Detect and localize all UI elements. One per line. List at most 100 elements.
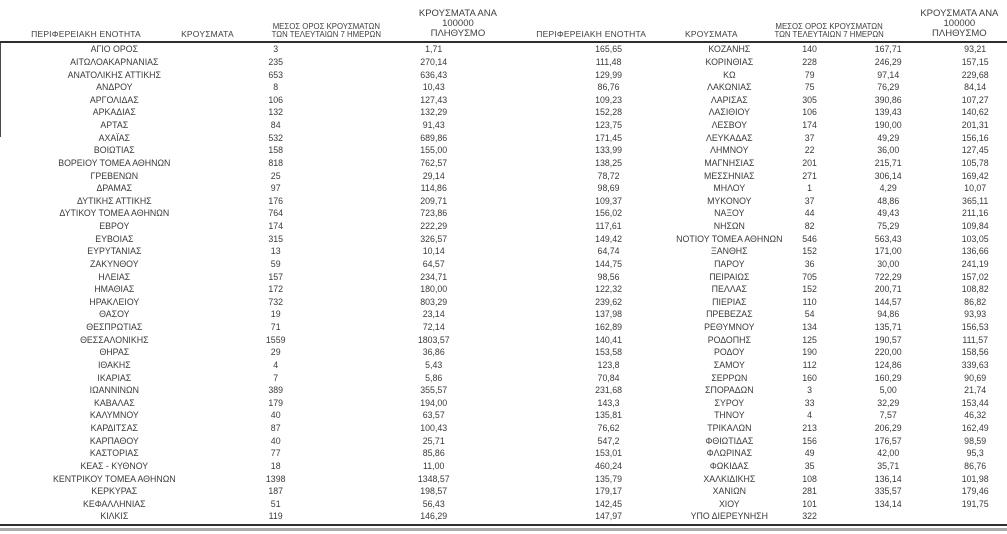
region-name-cell: ΝΗΣΩΝ [713,221,745,232]
cases-cell: 108 [802,473,817,484]
cases-cell: 54 [804,309,815,320]
cases-cell: 732 [268,296,284,307]
cases-cell: 132 [268,107,284,118]
avg7-cell: 222,29 [420,221,448,232]
region-name-cell: ΛΕΣΒΟΥ [711,120,748,131]
table-row: ΚΕΝΤΡΙΚΟΥ ΤΟΜΕΑ ΑΘΗΝΩΝ 1398 1348,57 135,79 [0,472,672,485]
region-name-cell: ΡΕΘΥΜΝΟΥ [704,322,755,333]
table-row: ΠΑΡΟΥ 36 30,00 241,19 [672,258,1007,271]
avg7-cell: 25,71 [422,435,445,446]
table-row: ΑΧΑΪΑΣ 532 689,86 171,45 [0,131,672,144]
per100k-cell: 111,48 [595,56,622,67]
cases-cell: 40 [270,435,281,446]
per100k-cell: 144,75 [595,258,622,269]
avg7-cell: 326,57 [420,233,448,244]
region-name-cell: ΡΟΔΟΠΗΣ [707,334,751,345]
per100k-cell: 46,32 [964,410,987,421]
regional-cases-table: ΠΕΡΙΦΕΡΕΙΑΚΗ ΕΝΟΤΗΤΑ ΚΡΟΥΣΜΑΤΑ ΜΕΣΟΣ ΟΡΟ… [0,9,1007,531]
region-name-cell: ΙΚΑΡΙΑΣ [97,372,132,383]
avg7-cell: 85,86 [422,448,445,459]
table-row: ΣΠΟΡΑΔΩΝ 3 5,00 21,74 [672,384,1007,397]
per100k-cell: 147,97 [595,511,622,522]
table-row: ΙΩΑΝΝΙΝΩΝ 389 355,57 231,68 [0,384,672,397]
per100k-cell: 153,01 [595,448,622,459]
per100k-cell: 171,45 [595,132,622,143]
region-name-cell: ΡΟΔΟΥ [713,347,745,358]
avg7-cell: 1803,57 [417,334,450,345]
per100k-cell: 95,3 [966,448,984,459]
cases-cell: 172 [268,284,284,295]
cases-cell: 84 [270,120,281,131]
region-name-cell: ΜΗΛΟΥ [713,183,746,194]
cases-cell: 25 [270,170,281,181]
table-row: ΔΥΤΙΚΗΣ ΑΤΤΙΚΗΣ 176 209,71 109,37 [0,195,672,208]
region-name-cell: ΣΠΟΡΑΔΩΝ [705,385,754,396]
avg7-cell: 23,14 [422,309,445,320]
cases-cell: 35 [804,460,815,471]
table-row: ΝΗΣΩΝ 82 75,29 109,84 [672,220,1007,233]
per100k-cell: 117,61 [595,221,622,232]
region-name-cell: ΞΑΝΘΗΣ [711,246,748,257]
cases-cell: 1559 [265,334,286,345]
region-name-cell: ΛΕΥΚΑΔΑΣ [706,132,753,143]
avg7-cell: 723,86 [420,208,448,219]
table-row: ΚΩ 79 97,14 229,68 [672,68,1007,81]
avg7-cell: 127,43 [420,94,448,105]
cases-cell: 140 [802,44,817,55]
per100k-cell: 149,42 [595,233,622,244]
cases-cell: 101 [802,498,817,509]
table-row: ΧΑΝΙΩΝ 281 335,57 179,46 [672,485,1007,498]
per100k-cell: 158,56 [961,347,989,358]
table-row: ΧΙΟΥ 101 134,14 191,75 [672,498,1007,511]
region-name-cell: ΚΙΛΚΙΣ [100,511,129,522]
region-name-cell: ΘΑΣΟΥ [99,309,130,320]
table-row: ΛΑΣΙΘΙΟΥ 106 139,43 140,62 [672,106,1007,119]
avg7-cell: 167,71 [874,44,902,55]
per100k-cell: 84,14 [964,82,987,93]
avg7-cell: 689,86 [420,132,448,143]
cases-cell: 160 [802,372,817,383]
cases-cell: 3 [273,44,279,55]
cases-cell: 125 [802,334,817,345]
avg7-cell: 155,00 [420,145,448,156]
table-row: ΡΟΔΟΠΗΣ 125 190,57 111,57 [672,333,1007,346]
region-name-cell: ΜΑΓΝΗΣΙΑΣ [704,157,755,168]
avg7-cell: 11,00 [423,460,445,471]
avg7-cell: 390,86 [874,94,902,105]
per100k-cell: 111,57 [962,334,988,345]
avg7-cell: 35,71 [877,460,900,471]
header-region: ΠΕΡΙΦΕΡΕΙΑΚΗ ΕΝΟΤΗΤΑ [536,29,647,40]
cases-cell: 764 [268,208,284,219]
cases-cell: 389 [268,385,284,396]
region-name-cell: ΚΕΝΤΡΙΚΟΥ ΤΟΜΕΑ ΑΘΗΝΩΝ [52,473,176,484]
region-name-cell: ΙΘΑΚΗΣ [97,359,131,370]
cases-cell: 1 [807,183,813,194]
avg7-cell: 209,71 [420,195,448,206]
avg7-cell: 206,29 [874,423,902,434]
cases-cell: 75 [804,82,815,93]
table-body-right: ΚΟΖΑΝΗΣ 140 167,71 93,21 ΚΟΡΙΝΘΙΑΣ 228 246,29 1… [672,43,1007,523]
region-name-cell: ΗΛΕΙΑΣ [98,271,131,282]
table-row: ΠΕΛΛΑΣ 152 200,71 108,82 [672,283,1007,296]
avg7-cell: 194,00 [420,397,448,408]
cases-cell: 112 [802,359,817,370]
cases-cell: 106 [802,107,817,118]
region-name-cell: ΔΥΤΙΚΟΥ ΤΟΜΕΑ ΑΘΗΝΩΝ [59,208,170,219]
region-name-cell: ΠΕΙΡΑΙΩΣ [709,271,750,282]
cases-cell: 8 [273,82,279,93]
table-row: ΕΥΒΟΙΑΣ 315 326,57 149,42 [0,232,672,245]
avg7-cell: 160,29 [874,372,902,383]
per100k-cell: 135,81 [595,410,622,421]
cases-cell: 174 [268,221,284,232]
per100k-cell: 123,75 [595,120,622,131]
header-cases: ΚΡΟΥΣΜΑΤΑ [685,29,738,40]
table-row: ΘΗΡΑΣ 29 36,86 153,58 [0,346,672,359]
header-per100k: ΚΡΟΥΣΜΑΤΑ ΑΝΑ 100000 ΠΛΗΘΥΣΜΟ [912,9,1007,41]
cases-cell: 190 [802,347,817,358]
region-name-cell: ΠΕΛΛΑΣ [711,284,747,295]
avg7-cell: 146,29 [420,511,448,522]
avg7-cell: 563,43 [874,233,902,244]
per100k-cell: 138,25 [595,157,622,168]
per100k-cell: 98,56 [597,271,620,282]
